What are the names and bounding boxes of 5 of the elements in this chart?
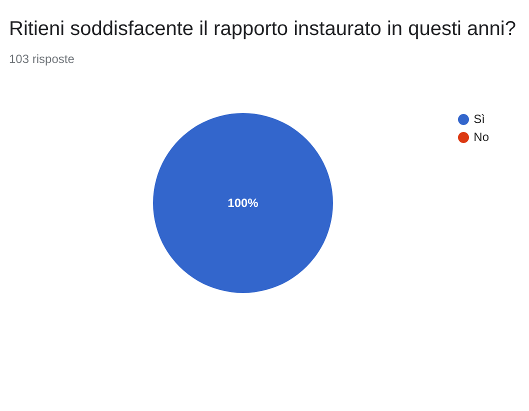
legend-label: No [474,129,489,146]
data-label: 100% [228,196,259,210]
text: 103 risposte [9,52,74,66]
legend-label: Sì [474,111,485,128]
chart-title: Ritieni soddisfacente il rapporto instaurato in questi anni? [9,18,516,41]
